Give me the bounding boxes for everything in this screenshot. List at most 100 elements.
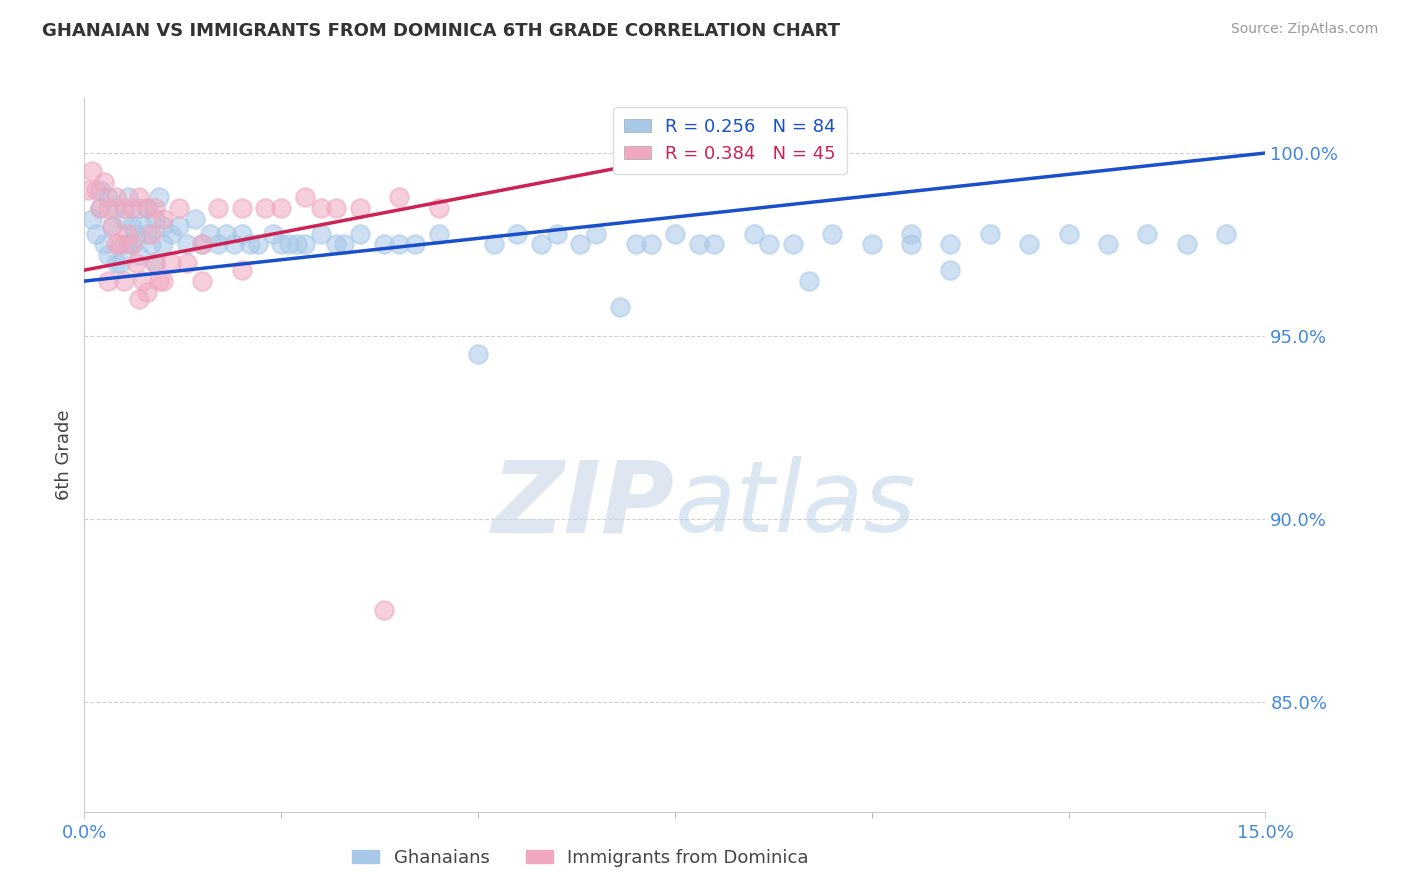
- Point: [143, 256, 166, 270]
- Point: [309, 227, 332, 241]
- Point: [270, 201, 292, 215]
- Point: [703, 237, 725, 252]
- Point: [97, 201, 120, 215]
- Point: [141, 237, 163, 252]
- Point: [128, 293, 150, 307]
- Point: [136, 201, 159, 215]
- Point: [782, 237, 804, 252]
- Point: [132, 219, 155, 234]
- Point: [176, 237, 198, 252]
- Point: [231, 263, 253, 277]
- Point: [285, 237, 308, 252]
- Point: [143, 256, 166, 270]
- Point: [609, 300, 631, 314]
- Point: [136, 201, 159, 215]
- Point: [333, 237, 356, 252]
- Point: [404, 237, 426, 252]
- Point: [309, 201, 332, 215]
- Point: [640, 237, 662, 252]
- Point: [97, 190, 120, 204]
- Point: [143, 211, 166, 226]
- Point: [1136, 227, 1159, 241]
- Point: [246, 237, 269, 252]
- Point: [1018, 237, 1040, 252]
- Point: [82, 164, 104, 178]
- Point: [160, 227, 183, 241]
- Point: [112, 274, 135, 288]
- Point: [89, 183, 111, 197]
- Point: [482, 237, 505, 252]
- Point: [624, 237, 647, 252]
- Point: [388, 190, 411, 204]
- Point: [128, 201, 150, 215]
- Point: [427, 201, 450, 215]
- Point: [152, 219, 174, 234]
- Point: [758, 237, 780, 252]
- Point: [160, 256, 183, 270]
- Point: [82, 211, 104, 226]
- Point: [121, 219, 143, 234]
- Point: [97, 248, 120, 262]
- Point: [104, 190, 127, 204]
- Point: [117, 227, 139, 241]
- Point: [294, 190, 316, 204]
- Point: [349, 227, 371, 241]
- Point: [200, 227, 222, 241]
- Point: [132, 274, 155, 288]
- Point: [128, 190, 150, 204]
- Point: [121, 201, 143, 215]
- Point: [262, 227, 284, 241]
- Point: [117, 190, 139, 204]
- Point: [207, 201, 229, 215]
- Point: [207, 237, 229, 252]
- Point: [152, 211, 174, 226]
- Point: [215, 227, 238, 241]
- Point: [183, 211, 205, 226]
- Point: [152, 274, 174, 288]
- Point: [231, 227, 253, 241]
- Point: [373, 603, 395, 617]
- Point: [101, 219, 124, 234]
- Point: [939, 263, 962, 277]
- Point: [108, 237, 131, 252]
- Point: [136, 285, 159, 299]
- Point: [546, 227, 568, 241]
- Point: [569, 237, 592, 252]
- Point: [128, 248, 150, 262]
- Point: [688, 237, 710, 252]
- Point: [254, 201, 277, 215]
- Point: [191, 237, 214, 252]
- Point: [860, 237, 883, 252]
- Point: [979, 227, 1001, 241]
- Point: [141, 227, 163, 241]
- Point: [167, 219, 190, 234]
- Point: [797, 274, 820, 288]
- Text: GHANAIAN VS IMMIGRANTS FROM DOMINICA 6TH GRADE CORRELATION CHART: GHANAIAN VS IMMIGRANTS FROM DOMINICA 6TH…: [42, 22, 841, 40]
- Legend: Ghanaians, Immigrants from Dominica: Ghanaians, Immigrants from Dominica: [344, 842, 815, 874]
- Point: [112, 211, 135, 226]
- Point: [325, 201, 347, 215]
- Point: [84, 227, 107, 241]
- Point: [152, 237, 174, 252]
- Point: [1057, 227, 1080, 241]
- Point: [821, 227, 844, 241]
- Point: [97, 274, 120, 288]
- Point: [1097, 237, 1119, 252]
- Point: [373, 237, 395, 252]
- Point: [124, 256, 146, 270]
- Point: [585, 227, 607, 241]
- Point: [108, 256, 131, 270]
- Point: [1175, 237, 1198, 252]
- Point: [117, 237, 139, 252]
- Text: ZIP: ZIP: [492, 457, 675, 553]
- Point: [191, 237, 214, 252]
- Y-axis label: 6th Grade: 6th Grade: [55, 409, 73, 500]
- Point: [278, 237, 301, 252]
- Point: [167, 201, 190, 215]
- Point: [325, 237, 347, 252]
- Point: [143, 201, 166, 215]
- Point: [270, 237, 292, 252]
- Point: [427, 227, 450, 241]
- Point: [530, 237, 553, 252]
- Point: [939, 237, 962, 252]
